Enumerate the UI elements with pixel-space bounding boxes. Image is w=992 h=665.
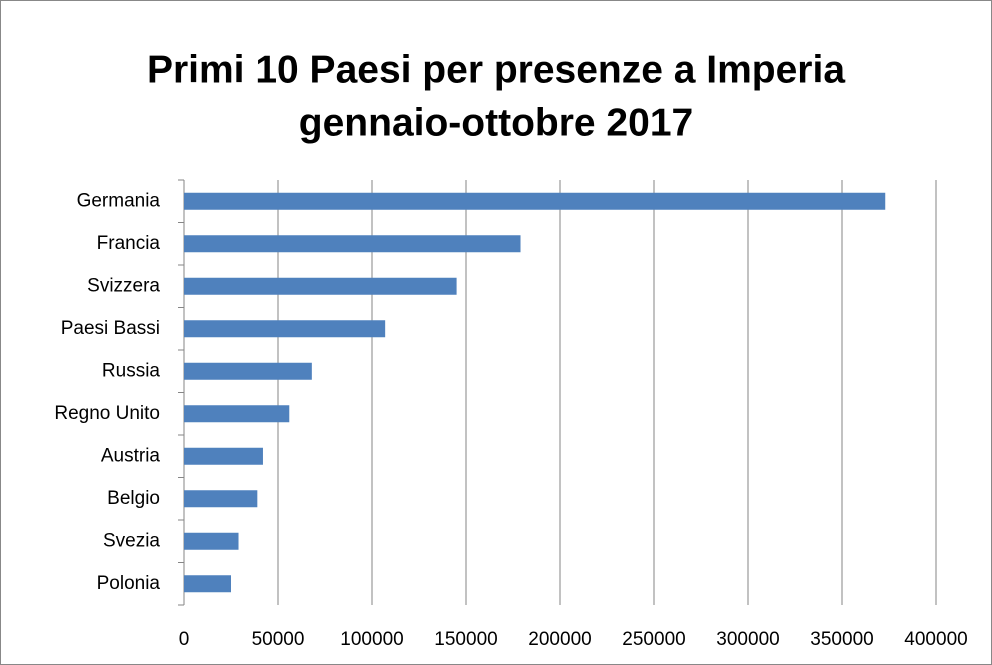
y-tick-label: Austria xyxy=(101,445,161,466)
y-tick-label: Russia xyxy=(102,360,161,381)
chart-title: gennaio-ottobre 2017 xyxy=(299,101,693,144)
x-tick-label: 400000 xyxy=(904,629,967,650)
x-tick-label: 100000 xyxy=(340,629,403,650)
x-tick-label: 0 xyxy=(179,629,190,650)
x-tick-label: 350000 xyxy=(810,629,873,650)
y-tick-label: Svizzera xyxy=(87,275,160,296)
x-tick-label: 50000 xyxy=(252,629,305,650)
x-tick-label: 300000 xyxy=(716,629,779,650)
y-tick-label: Svezia xyxy=(103,530,160,551)
bar xyxy=(184,405,290,423)
bar xyxy=(184,192,886,210)
bar xyxy=(184,235,521,253)
y-tick-label: Regno Unito xyxy=(54,403,160,424)
x-tick-label: 250000 xyxy=(622,629,685,650)
y-tick-label: Polonia xyxy=(97,573,161,594)
bar xyxy=(184,532,239,550)
bar xyxy=(184,490,258,508)
bar xyxy=(184,277,457,295)
bar xyxy=(184,362,312,380)
bar xyxy=(184,575,231,593)
y-tick-label: Belgio xyxy=(107,488,160,509)
y-tick-label: Paesi Bassi xyxy=(61,318,160,339)
x-tick-label: 150000 xyxy=(434,629,497,650)
chart-title: Primi 10 Paesi per presenze a Imperia xyxy=(147,48,845,91)
y-tick-label: Francia xyxy=(97,233,161,254)
bar xyxy=(184,320,386,338)
bar xyxy=(184,447,263,465)
x-tick-label: 200000 xyxy=(528,629,591,650)
y-tick-label: Germania xyxy=(77,190,161,211)
